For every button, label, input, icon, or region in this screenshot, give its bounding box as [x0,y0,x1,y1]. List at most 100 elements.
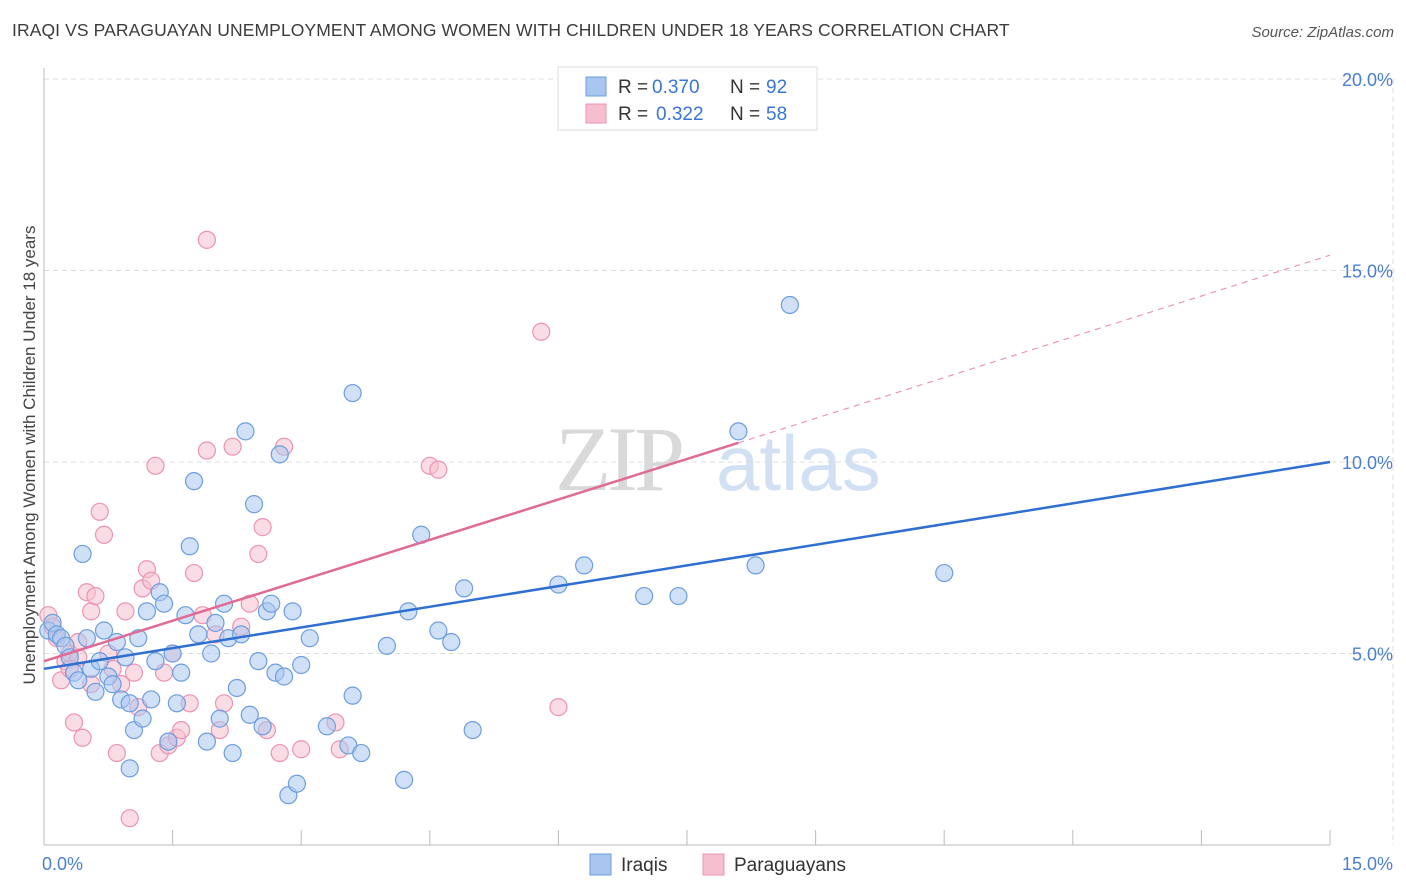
iraqis-point [232,625,251,644]
paraguayans-point [90,502,109,521]
iraqis-point [343,383,362,403]
iraqis-point [283,602,302,621]
iraqis-point [227,678,246,698]
x-tick-label: 15.0% [1342,854,1393,874]
iraqis-point [240,705,259,724]
iraqis-point [262,594,281,613]
paraguayans-point [532,322,551,341]
y-tick-label: 20.0% [1342,70,1393,90]
paraguayans-point [292,740,311,759]
paraguayans-point [82,602,101,621]
iraqis-point [206,613,225,632]
iraqis-point [253,717,272,736]
legend-top: R = 0.370 N = 92 R = 0.322 N = 58 [557,66,818,131]
iraqis-point [746,556,765,575]
x-tick-label: 0.0% [42,854,83,874]
bottom-legend-swatch-paraguayans [702,853,725,876]
paraguayans-point [124,663,144,682]
legend-r-label-1: R = [618,77,648,98]
iraqis-points [39,295,954,805]
y-tick-label: 15.0% [1342,262,1393,282]
paraguayans-point [146,456,165,475]
legend-bottom: Iraqis Paraguayans [589,853,846,876]
iraqis-point [189,625,208,644]
iraqis-point [317,717,337,736]
legend-r-value-2: 0.322 [656,104,704,125]
iraqis-point [197,732,216,751]
iraqis-point [635,586,654,606]
paraguayans-point [73,728,92,747]
iraqis-point [210,709,229,728]
paraguayans-trend-line [43,441,739,663]
paraguayans-point [64,713,84,732]
iraqis-point [429,621,448,640]
iraqis-point [463,720,482,740]
iraqis-point [394,770,414,789]
paraguayans-point [270,743,289,763]
legend-n-label-2: N = [730,104,760,125]
iraqis-trend-line [43,460,1331,671]
iraqis-point [202,644,221,663]
iraqis-point [729,422,748,441]
bottom-legend-swatch-iraqis [589,853,612,876]
iraqis-point [103,675,122,694]
iraqis-point [73,544,92,564]
iraqis-point [184,472,204,491]
iraqis-point [137,602,156,621]
iraqis-point [236,422,255,441]
iraqis-point [223,743,242,763]
iraqis-point [377,636,397,655]
bottom-legend-iraqis: Iraqis [621,855,667,876]
chart-source: Source: ZipAtlas.com [1251,24,1394,41]
iraqis-point [69,671,88,690]
iraqis-point [142,690,161,709]
chart-title: IRAQI VS PARAGUAYAN UNEMPLOYMENT AMONG W… [12,20,1010,40]
iraqis-point [343,686,362,705]
iraqis-point [159,732,178,751]
iraqis-point [300,629,319,648]
iraqis-point [172,663,191,682]
legend-swatch-paraguayans [585,103,607,124]
paraguayans-point [429,460,448,479]
iraqis-point [249,652,268,671]
iraqis-point [244,495,264,514]
iraqis-point [454,579,474,598]
paraguayans-points [39,230,568,828]
paraguayans-point [172,720,191,740]
iraqis-point [292,655,311,675]
paraguayans-point [107,743,126,763]
iraqis-point [270,445,289,464]
iraqis-point [352,743,371,763]
iraqis-point [669,586,688,606]
bottom-legend-paraguayans: Paraguayans [734,855,846,876]
iraqis-point [120,759,139,778]
iraqis-point [94,621,114,640]
paraguayans-trend-extension [738,254,1331,444]
axes [43,68,1331,846]
iraqis-point [120,694,139,713]
iraqis-point [442,632,461,652]
legend-n-label-1: N = [730,77,760,98]
iraqis-point [180,537,199,556]
legend-r-value-1: 0.370 [652,77,700,98]
paraguayans-point [253,518,272,537]
legend-swatch-iraqis [585,76,607,97]
paraguayans-point [94,525,114,544]
paraguayans-point [197,441,216,460]
paraguayans-point [549,698,568,717]
grid-lines [44,78,1395,845]
tick-labels: 5.0% 10.0% 15.0% 20.0% 0.0% 15.0% [42,70,1393,874]
iraqis-point [575,556,594,575]
y-tick-label: 5.0% [1352,645,1393,665]
y-axis-label: Unemployment Among Women with Children U… [20,226,39,685]
paraguayans-point [120,809,139,828]
iraqis-point [287,774,307,793]
iraqis-point [154,594,174,613]
paraguayans-point [116,602,135,621]
paraguayans-point [249,544,268,564]
paraguayans-point [86,586,105,606]
iraqis-point [935,563,954,583]
iraqis-point [133,709,152,728]
iraqis-point [274,667,294,686]
